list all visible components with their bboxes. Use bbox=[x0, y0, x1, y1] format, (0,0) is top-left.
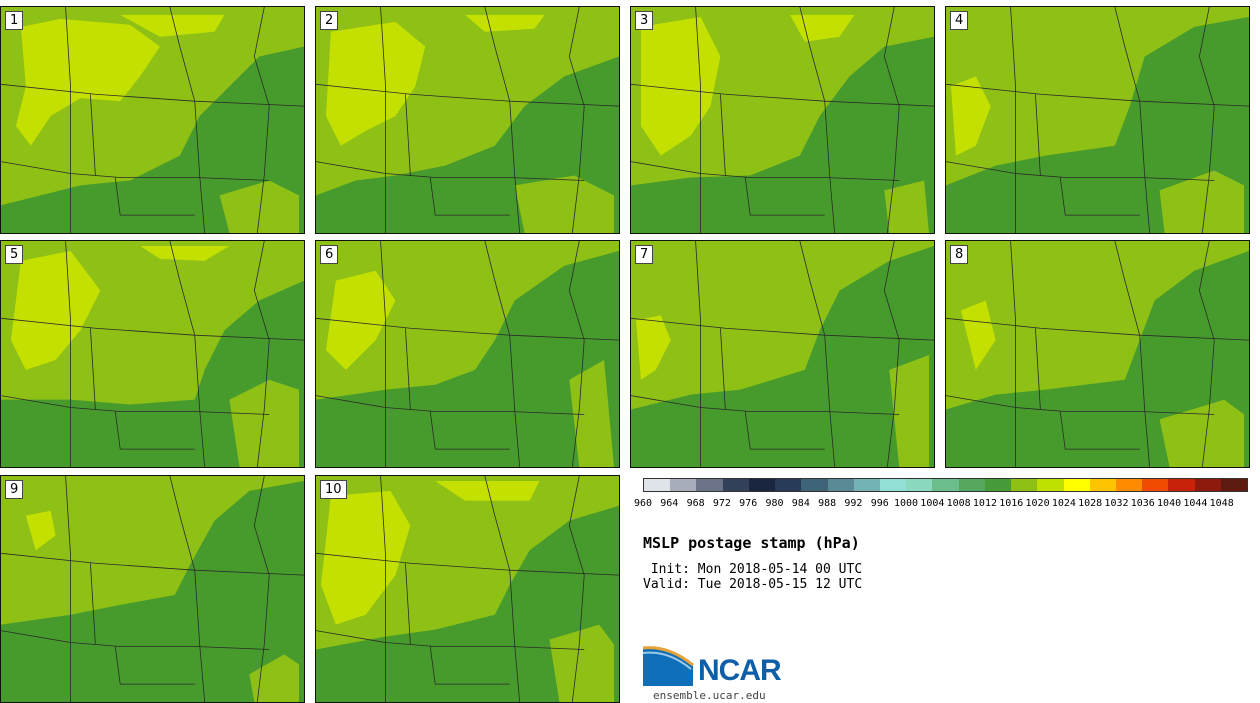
colorbar-swatch bbox=[670, 479, 697, 491]
colorbar-tick-label: 980 bbox=[765, 498, 784, 509]
map-10 bbox=[316, 476, 619, 702]
map-8 bbox=[946, 241, 1249, 467]
colorbar-swatch bbox=[722, 479, 749, 491]
colorbar-tick-label: 1016 bbox=[999, 498, 1024, 509]
colorbar-swatch bbox=[958, 479, 985, 491]
stamp-panel-1: 1 bbox=[0, 6, 305, 234]
colorbar-swatch bbox=[1220, 479, 1248, 491]
stamp-panel-5: 5 bbox=[0, 240, 305, 468]
panel-label: 4 bbox=[950, 11, 969, 30]
colorbar-tick-label: 1024 bbox=[1051, 498, 1076, 509]
colorbar-tick-label: 1048 bbox=[1209, 498, 1234, 509]
map-9 bbox=[1, 476, 304, 702]
panel-label: 10 bbox=[320, 480, 347, 499]
colorbar-swatch bbox=[748, 479, 776, 491]
map-5 bbox=[1, 241, 304, 467]
colorbar-swatch bbox=[696, 479, 723, 491]
map-6 bbox=[316, 241, 619, 467]
colorbar-swatch bbox=[801, 479, 828, 491]
stamp-panel-7: 7 bbox=[630, 240, 935, 468]
colorbar-tick-label: 1040 bbox=[1157, 498, 1182, 509]
colorbar-swatch bbox=[879, 479, 907, 491]
colorbar-swatch bbox=[1194, 479, 1221, 491]
colorbar-tick-label: 964 bbox=[660, 498, 679, 509]
stamp-panel-4: 4 bbox=[945, 6, 1250, 234]
colorbar-swatch bbox=[1115, 479, 1143, 491]
panel-label: 8 bbox=[950, 245, 969, 264]
panel-label: 5 bbox=[5, 245, 24, 264]
colorbar-tick-label: 1012 bbox=[972, 498, 997, 509]
logo-url: ensemble.ucar.edu bbox=[653, 689, 766, 702]
colorbar-swatch bbox=[644, 479, 671, 491]
stamp-panel-3: 3 bbox=[630, 6, 935, 234]
colorbar-swatch bbox=[1168, 479, 1195, 491]
stamp-panel-9: 9 bbox=[0, 475, 305, 703]
colorbar-swatch bbox=[1063, 479, 1090, 491]
colorbar-labels: 960 964 968 972 976 980 984 988 992 996 1000 1004 10… bbox=[633, 498, 1253, 512]
colorbar-swatch bbox=[827, 479, 854, 491]
colorbar-swatch bbox=[853, 479, 880, 491]
colorbar-tick-label: 960 bbox=[633, 498, 653, 509]
colorbar-tick-label: 976 bbox=[739, 498, 758, 509]
colorbar-swatch bbox=[1089, 479, 1116, 491]
colorbar-tick-label: 1044 bbox=[1183, 498, 1208, 509]
map-1 bbox=[1, 7, 304, 233]
stamp-panel-10: 10 bbox=[315, 475, 620, 703]
map-3 bbox=[631, 7, 934, 233]
colorbar-swatch bbox=[1037, 479, 1064, 491]
colorbar-tick-label: 1032 bbox=[1104, 498, 1129, 509]
panel-label: 7 bbox=[635, 245, 654, 264]
colorbar bbox=[643, 478, 1248, 492]
colorbar-tick-label: 984 bbox=[791, 498, 810, 509]
colorbar-tick-label: 1008 bbox=[946, 498, 971, 509]
panel-label: 3 bbox=[635, 11, 654, 30]
colorbar-tick-label: 972 bbox=[712, 498, 731, 509]
colorbar-tick-label: 1004 bbox=[920, 498, 945, 509]
colorbar-tick-label: 1036 bbox=[1130, 498, 1155, 509]
colorbar-swatch bbox=[906, 479, 933, 491]
colorbar-tick-label: 968 bbox=[686, 498, 705, 509]
map-4 bbox=[946, 7, 1249, 233]
colorbar-tick-label: 992 bbox=[844, 498, 863, 509]
stamp-panel-8: 8 bbox=[945, 240, 1250, 468]
ncar-logo-icon bbox=[643, 646, 694, 686]
colorbar-swatch bbox=[775, 479, 802, 491]
logo-text: NCAR bbox=[698, 654, 782, 687]
valid-time: Valid: Tue 2018-05-15 12 UTC bbox=[643, 577, 863, 592]
map-7 bbox=[631, 241, 934, 467]
colorbar-tick-label: 996 bbox=[870, 498, 889, 509]
stamp-panel-6: 6 bbox=[315, 240, 620, 468]
panel-label: 9 bbox=[5, 480, 24, 499]
chart-title: MSLP postage stamp (hPa) bbox=[643, 534, 860, 552]
panel-label: 2 bbox=[320, 11, 339, 30]
colorbar-swatch bbox=[932, 479, 959, 491]
colorbar-tick-label: 1020 bbox=[1025, 498, 1050, 509]
colorbar-swatch bbox=[1142, 479, 1169, 491]
colorbar-tick-label: 1000 bbox=[893, 498, 919, 509]
map-2 bbox=[316, 7, 619, 233]
colorbar-swatch bbox=[984, 479, 1012, 491]
panel-label: 1 bbox=[5, 11, 24, 30]
panel-label: 6 bbox=[320, 245, 339, 264]
colorbar-tick-label: 1028 bbox=[1078, 498, 1103, 509]
init-time: Init: Mon 2018-05-14 00 UTC bbox=[643, 562, 863, 577]
stamp-panel-2: 2 bbox=[315, 6, 620, 234]
colorbar-tick-label: 988 bbox=[818, 498, 837, 509]
colorbar-swatch bbox=[1011, 479, 1038, 491]
